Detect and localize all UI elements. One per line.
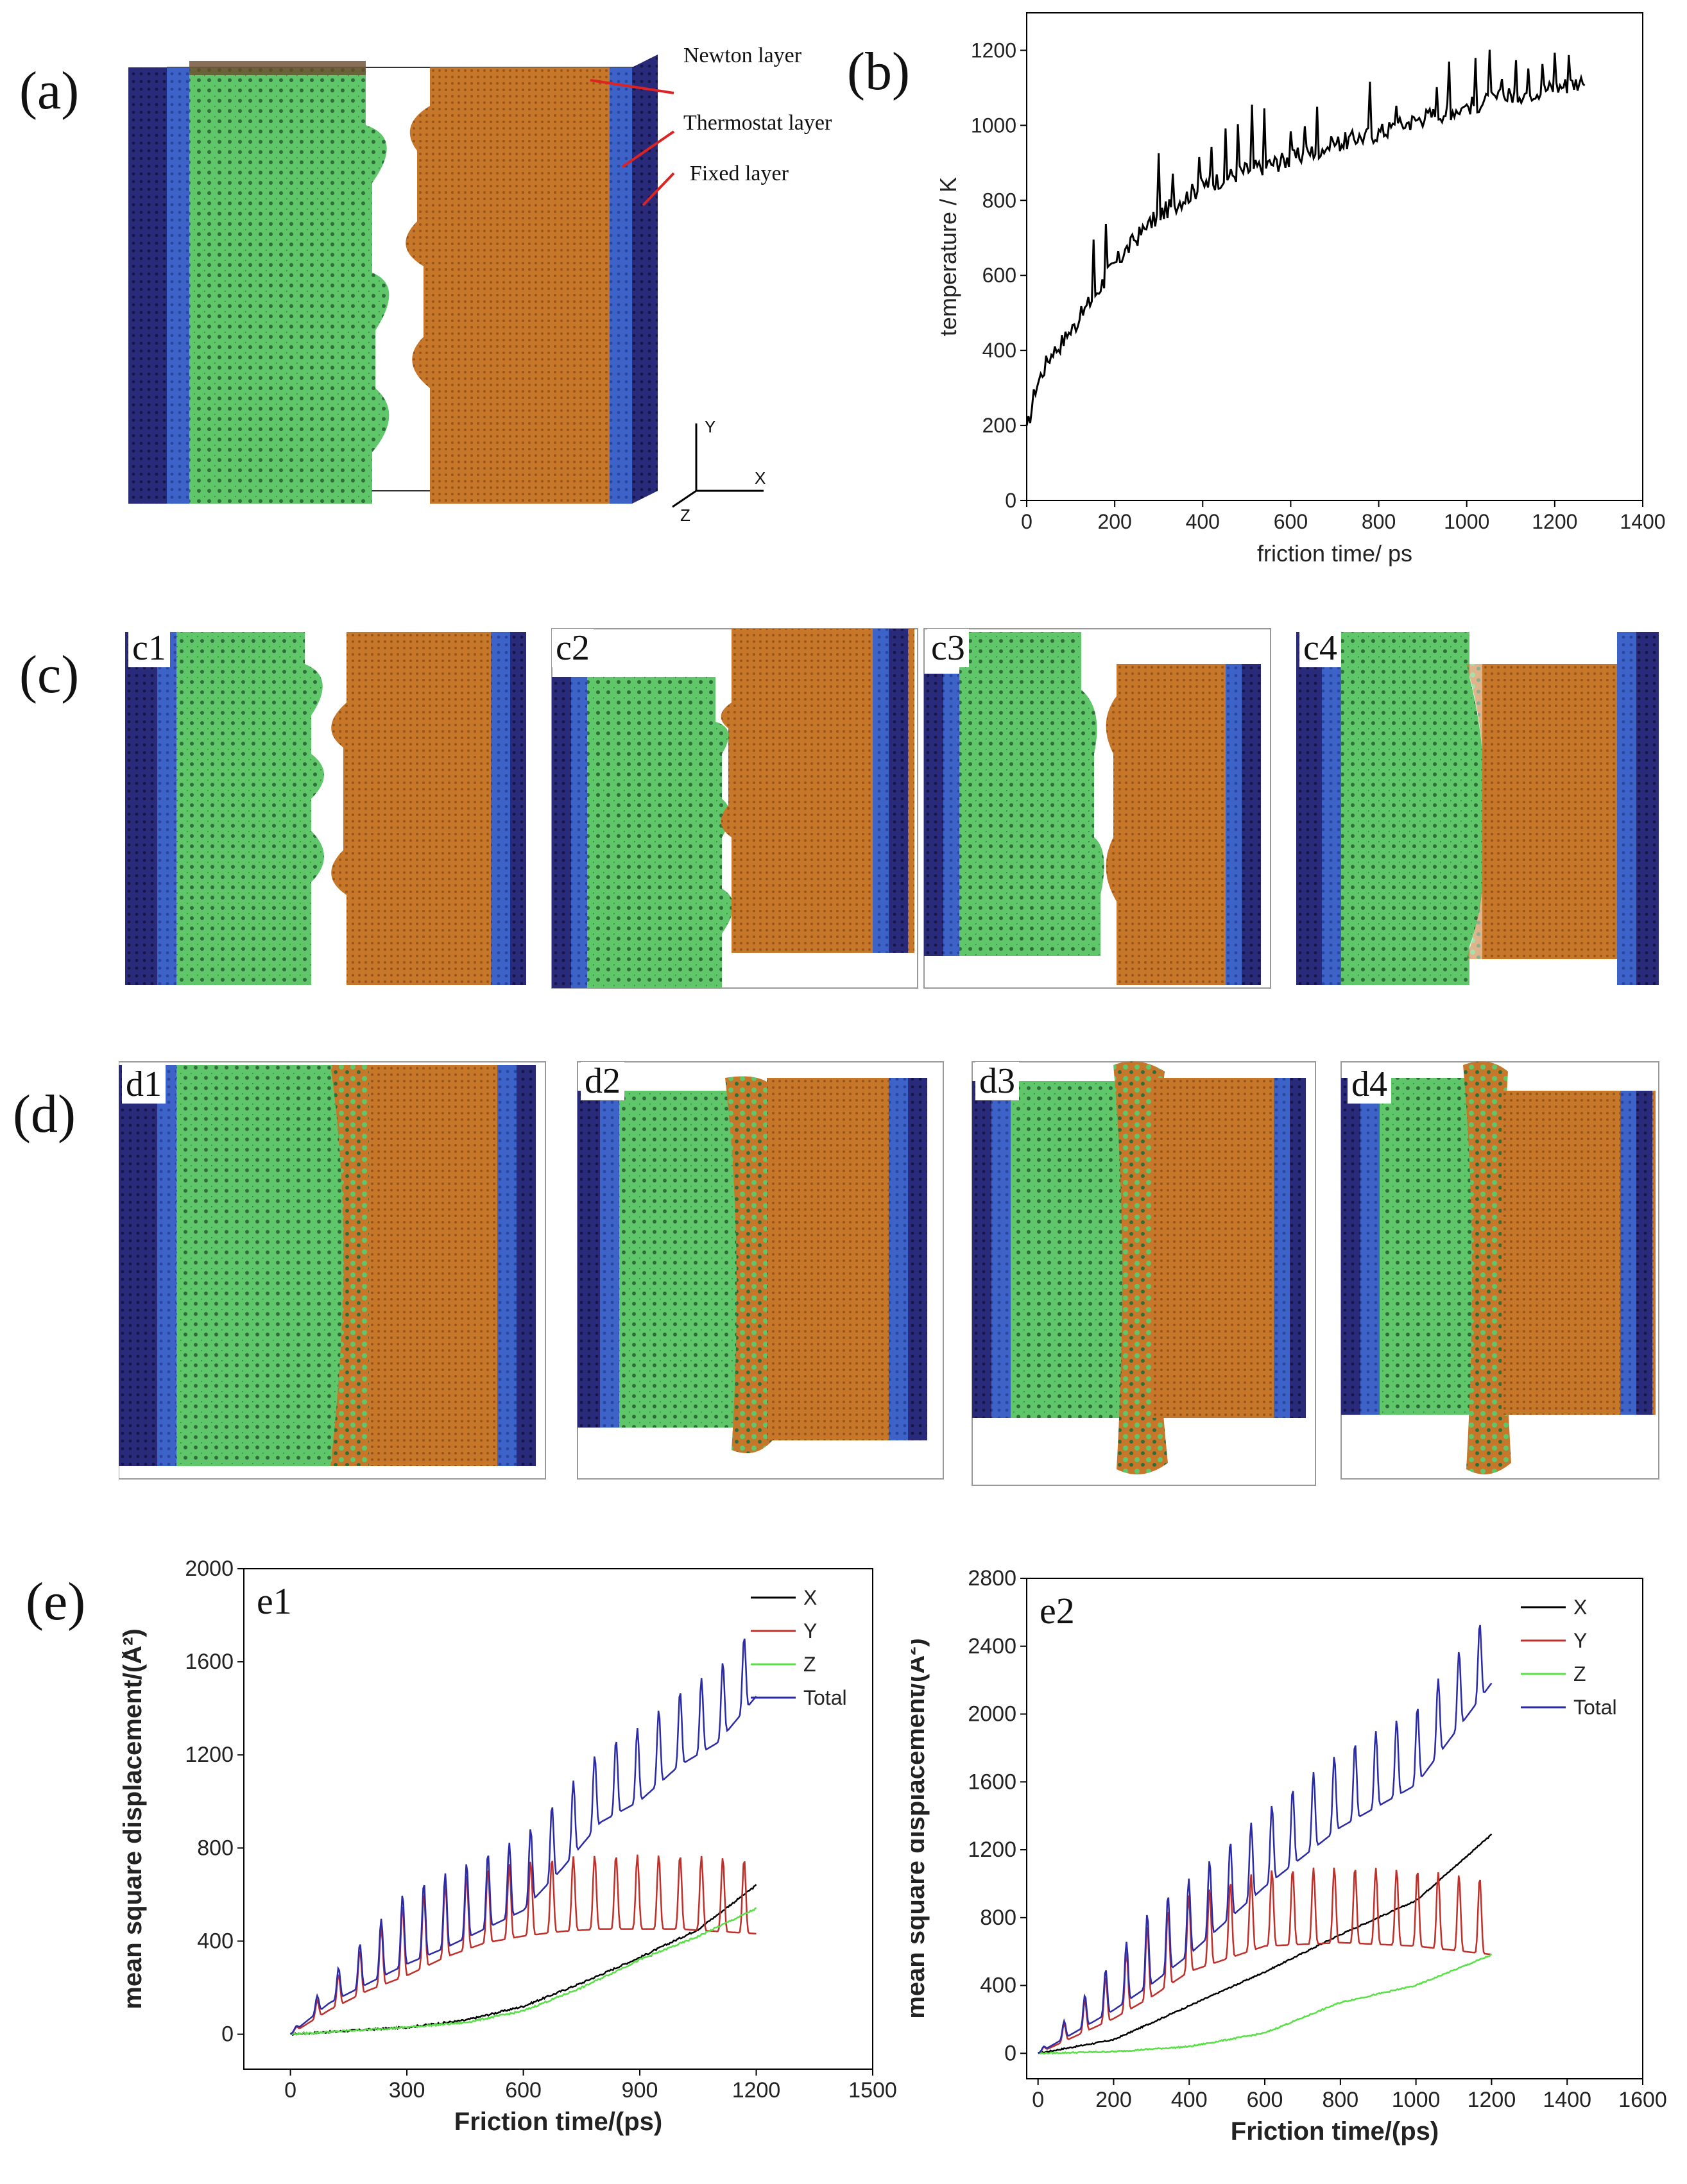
x-tick-label: 0 bbox=[1021, 510, 1032, 533]
panel-label-d: (d) bbox=[13, 1084, 76, 1144]
msd-chart-e1: 0 300 600 900 1200 1500 0 400 800 1200 1600 2000 Fri… bbox=[122, 1557, 897, 2136]
y-tick-label: 400 bbox=[982, 339, 1016, 362]
y-tick-label: 200 bbox=[982, 414, 1016, 437]
x-tick-label: 1400 bbox=[1620, 510, 1665, 533]
x-tick-label: 900 bbox=[622, 2078, 658, 2103]
plot-frame bbox=[243, 1568, 873, 2070]
y-tick-label: 0 bbox=[221, 2022, 234, 2047]
y-tick-label: 2400 bbox=[968, 1634, 1016, 1659]
x-tick-label: 1400 bbox=[1543, 2088, 1591, 2112]
chart-title: e1 bbox=[257, 1580, 292, 1622]
y-tick-label: 400 bbox=[197, 1929, 234, 1953]
sub-label-d2: d2 bbox=[581, 1062, 624, 1100]
x-tick-label: 800 bbox=[1322, 2088, 1358, 2112]
legend-entry: Y bbox=[1573, 1629, 1587, 1652]
y-tick-label: 2000 bbox=[185, 1557, 234, 1581]
panel-label-c: (c) bbox=[19, 645, 80, 704]
x-tick-label: 600 bbox=[1274, 510, 1308, 533]
sub-label-d4: d4 bbox=[1348, 1065, 1391, 1104]
x-tick-label: 1200 bbox=[732, 2078, 781, 2103]
md-model-3d-view bbox=[128, 55, 764, 508]
sub-label-c4: c4 bbox=[1299, 629, 1341, 667]
panel-label-e: (e) bbox=[26, 1572, 86, 1632]
series-line-z bbox=[1038, 1953, 1492, 2055]
x-axis-label: friction time/ ps bbox=[1257, 540, 1412, 567]
x-tick-label: 1000 bbox=[1444, 510, 1489, 533]
fixed-layer-label: Fixed layer bbox=[690, 162, 789, 185]
thermostat-layer-label: Thermostat layer bbox=[683, 111, 832, 135]
y-tick-label: 600 bbox=[982, 264, 1016, 287]
axis-y-label: Y bbox=[705, 417, 716, 436]
y-tick-label: 1000 bbox=[971, 114, 1016, 137]
y-tick-label: 1200 bbox=[185, 1743, 234, 1767]
y-tick-label: 1600 bbox=[185, 1650, 234, 1674]
y-tick-label: 0 bbox=[1004, 2041, 1016, 2065]
y-tick-label: 0 bbox=[1005, 489, 1016, 512]
sub-label-c2: c2 bbox=[552, 629, 594, 667]
y-tick-label: 400 bbox=[980, 1974, 1016, 1998]
temperature-chart: 0 200 400 600 800 1000 1200 1400 0 200 400 600 800 10… bbox=[935, 12, 1666, 567]
x-tick-label: 1200 bbox=[1468, 2088, 1516, 2112]
y-tick-label: 800 bbox=[197, 1836, 234, 1860]
axis-x-label: X bbox=[755, 468, 766, 488]
x-tick-label: 300 bbox=[389, 2078, 425, 2103]
x-tick-label: 200 bbox=[1095, 2088, 1132, 2112]
series-line-temperature bbox=[1025, 49, 1586, 426]
x-tick-label: 400 bbox=[1171, 2088, 1208, 2112]
sub-label-d1: d1 bbox=[122, 1065, 166, 1104]
panel-label-b: (b) bbox=[847, 42, 910, 101]
axis-z-label: Z bbox=[680, 506, 690, 525]
plot-frame bbox=[1026, 12, 1643, 501]
legend-entry: Total bbox=[803, 1686, 847, 1709]
x-tick-label: 400 bbox=[1186, 510, 1220, 533]
y-tick-label: 800 bbox=[982, 189, 1016, 212]
x-tick-label: 0 bbox=[284, 2078, 296, 2103]
c-snapshots bbox=[125, 628, 1659, 989]
x-tick-label: 0 bbox=[1032, 2088, 1044, 2112]
x-tick-label: 1600 bbox=[1618, 2088, 1667, 2112]
x-axis-label: Friction time/(ps) bbox=[1231, 2117, 1439, 2146]
y-tick-label: 1200 bbox=[968, 1838, 1016, 1862]
y-tick-label: 800 bbox=[980, 1906, 1016, 1930]
legend-entry: X bbox=[803, 1586, 817, 1609]
legend-entry: Total bbox=[1573, 1696, 1617, 1719]
legend-entry: Z bbox=[803, 1653, 816, 1676]
y-axis-label: mean square displacement/(Å²) bbox=[122, 1628, 147, 2009]
y-tick-label: 2800 bbox=[968, 1566, 1016, 1591]
series-line-y bbox=[289, 1854, 757, 2035]
x-tick-label: 600 bbox=[1247, 2088, 1283, 2112]
series-line-total bbox=[289, 1638, 757, 2035]
x-tick-label: 600 bbox=[505, 2078, 542, 2103]
x-tick-label: 800 bbox=[1362, 510, 1396, 533]
plot-frame bbox=[1026, 1578, 1643, 2079]
y-tick-label: 2000 bbox=[968, 1702, 1016, 1727]
y-axis-label: temperature / K bbox=[935, 177, 961, 336]
y-axis-label: mean square displacement/(Å²) bbox=[911, 1638, 930, 2019]
panel-label-a: (a) bbox=[19, 61, 80, 121]
sub-label-c3: c3 bbox=[927, 629, 969, 667]
x-tick-label: 200 bbox=[1097, 510, 1131, 533]
series-line-x bbox=[1038, 1833, 1493, 2055]
series-line-y bbox=[1038, 1867, 1492, 2054]
sub-label-c1: c1 bbox=[128, 629, 170, 667]
chart-title: e2 bbox=[1040, 1590, 1075, 1632]
y-tick-label: 1200 bbox=[971, 38, 1016, 62]
x-tick-label: 1500 bbox=[848, 2078, 897, 2103]
x-tick-label: 1200 bbox=[1532, 510, 1577, 533]
newton-layer-label: Newton layer bbox=[683, 44, 802, 67]
msd-chart-e2: 0 200 400 600 800 1000 1200 1400 1600 0 400 800 1200… bbox=[911, 1566, 1667, 2146]
d-snapshots bbox=[119, 1061, 1659, 1486]
legend-entry: X bbox=[1573, 1596, 1587, 1619]
series-line-z bbox=[289, 1907, 757, 2036]
legend-entry: Y bbox=[803, 1619, 817, 1642]
x-tick-label: 1000 bbox=[1392, 2088, 1441, 2112]
sub-label-d3: d3 bbox=[975, 1062, 1019, 1100]
x-axis-label: Friction time/(ps) bbox=[454, 2108, 662, 2136]
series-line-total bbox=[1038, 1625, 1493, 2054]
y-tick-label: 1600 bbox=[968, 1770, 1016, 1794]
legend-entry: Z bbox=[1573, 1662, 1586, 1685]
